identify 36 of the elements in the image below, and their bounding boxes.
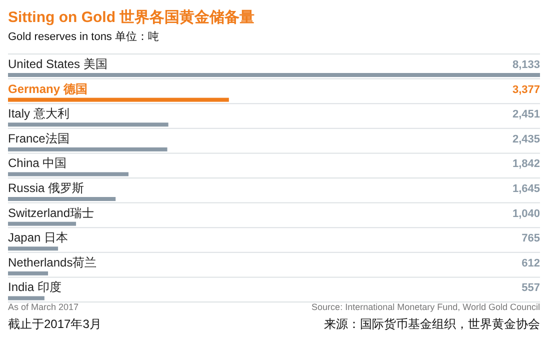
data-label: 2,435 xyxy=(512,133,540,146)
bar xyxy=(8,73,540,77)
data-label: 8,133 xyxy=(512,59,540,71)
data-label: 3,377 xyxy=(512,84,540,96)
y-tick-label: France法国 xyxy=(8,131,70,146)
bar xyxy=(8,197,116,201)
y-tick-label: China 中国 xyxy=(8,156,67,170)
source-note: 来源：国际货币基金组织，世界黄金协会 xyxy=(324,317,540,331)
bar xyxy=(8,296,44,300)
data-label: 1,040 xyxy=(512,208,540,220)
text: As of March 2017 xyxy=(8,302,79,312)
data-label: 1,645 xyxy=(512,183,540,195)
bar xyxy=(8,172,128,176)
chart-subtitle: Gold reserves in tons 单位：吨 xyxy=(8,30,159,43)
y-tick-label: United States 美国 xyxy=(8,57,108,71)
text: 截止于2017年3月 xyxy=(8,317,102,331)
y-tick-label: Russia 俄罗斯 xyxy=(8,181,84,195)
data-label: 612 xyxy=(522,257,540,270)
source-note: Source: International Monetary Fund, World Gold Council xyxy=(312,302,540,312)
data-label: 765 xyxy=(522,232,540,245)
y-tick-label: Italy 意大利 xyxy=(8,106,70,121)
data-label: 2,451 xyxy=(512,108,540,121)
y-tick-label: Japan 日本 xyxy=(8,230,68,245)
data-label: 557 xyxy=(522,282,540,294)
bar xyxy=(8,271,48,276)
bar xyxy=(8,222,76,226)
y-tick-label: Germany 德国 xyxy=(8,82,88,96)
data-label: 1,842 xyxy=(512,158,540,170)
bar xyxy=(8,147,168,152)
y-tick-label: India 印度 xyxy=(8,280,62,294)
bar xyxy=(8,122,168,127)
bar xyxy=(8,98,229,102)
y-tick-label: Netherlands荷兰 xyxy=(8,255,97,270)
y-tick-label: Switzerland瑞士 xyxy=(8,206,94,220)
bar xyxy=(8,246,58,251)
chart-title: Sitting on Gold 世界各国黄金储备量 xyxy=(8,9,255,26)
